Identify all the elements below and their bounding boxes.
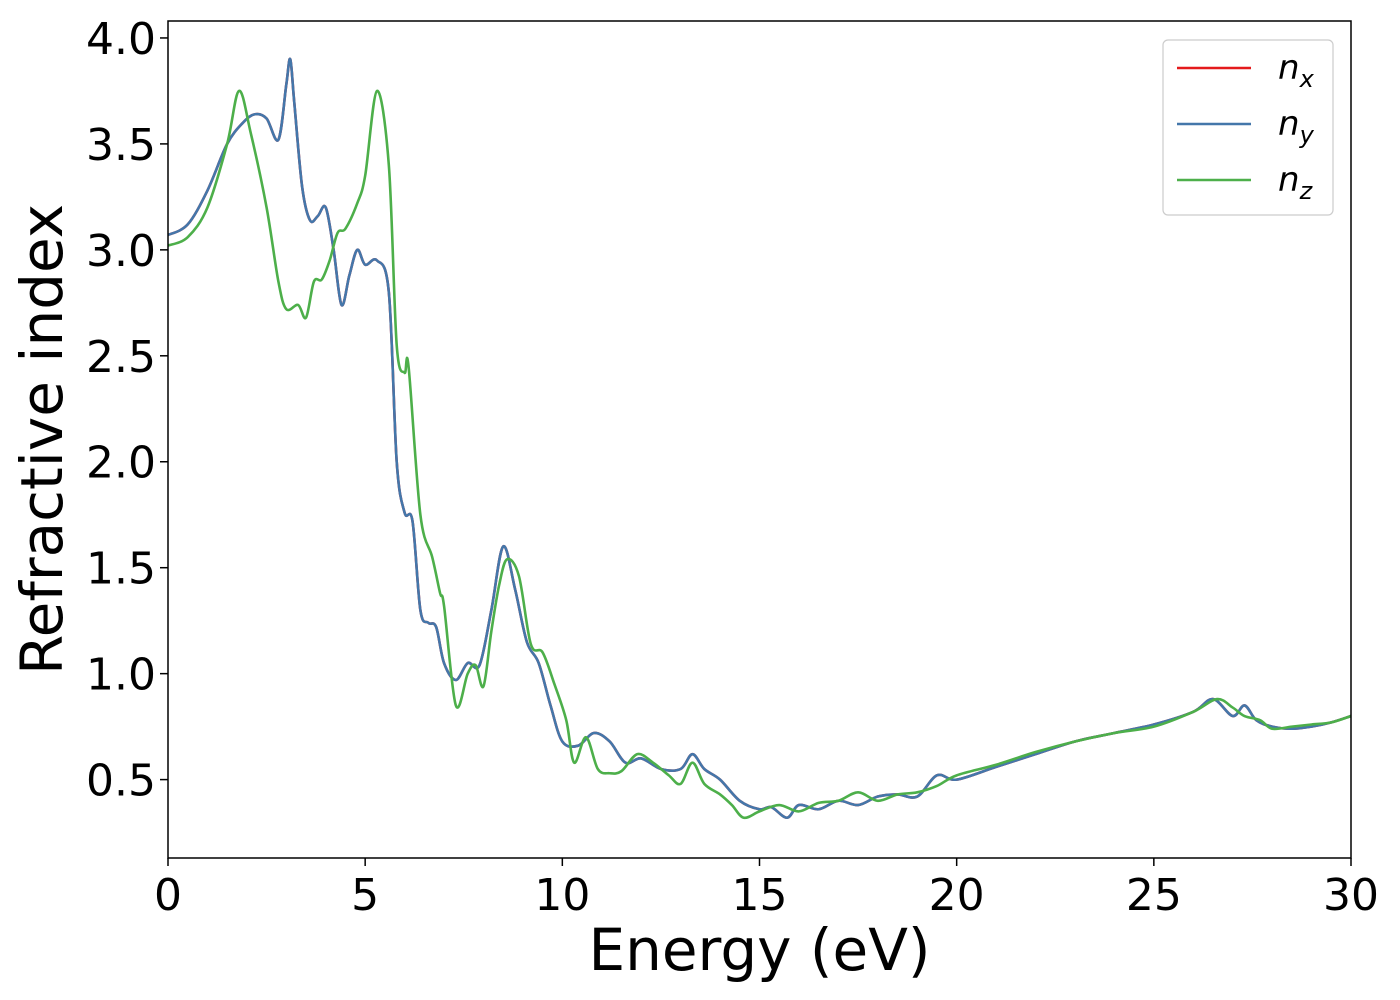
x-tick-label: 20 — [929, 870, 985, 921]
legend: nx ny nz — [1162, 39, 1334, 216]
x-tick-label: 30 — [1323, 870, 1379, 921]
legend-label-x: nx — [1278, 48, 1315, 93]
x-axis-ticks: 0 5 10 15 20 25 30 — [154, 858, 1379, 921]
x-axis-title: Energy (eV) — [588, 916, 930, 984]
legend-box — [1162, 39, 1334, 216]
x-tick-label: 10 — [534, 870, 590, 921]
y-axis-title: Refractive index — [8, 204, 76, 675]
plot-lines — [167, 57, 1352, 820]
y-tick-label: 3.5 — [86, 120, 156, 171]
y-tick-label: 0.5 — [86, 756, 156, 807]
series-line-z — [167, 89, 1352, 820]
x-tick-label: 5 — [351, 870, 379, 921]
y-tick-label: 2.5 — [86, 332, 156, 383]
y-tick-label: 3.0 — [86, 226, 156, 277]
legend-label-y: ny — [1278, 104, 1315, 149]
y-tick-label: 4.0 — [86, 14, 156, 65]
y-tick-label: 1.0 — [86, 650, 156, 701]
x-tick-label: 15 — [732, 870, 788, 921]
x-tick-label: 0 — [154, 870, 182, 921]
y-tick-label: 2.0 — [86, 438, 156, 489]
y-axis-ticks: 0.5 1.0 1.5 2.0 2.5 3.0 3.5 4.0 — [86, 14, 168, 807]
series-line-y — [167, 57, 1352, 820]
y-tick-label: 1.5 — [86, 544, 156, 595]
legend-label-z: nz — [1278, 160, 1314, 205]
x-tick-label: 25 — [1126, 870, 1182, 921]
